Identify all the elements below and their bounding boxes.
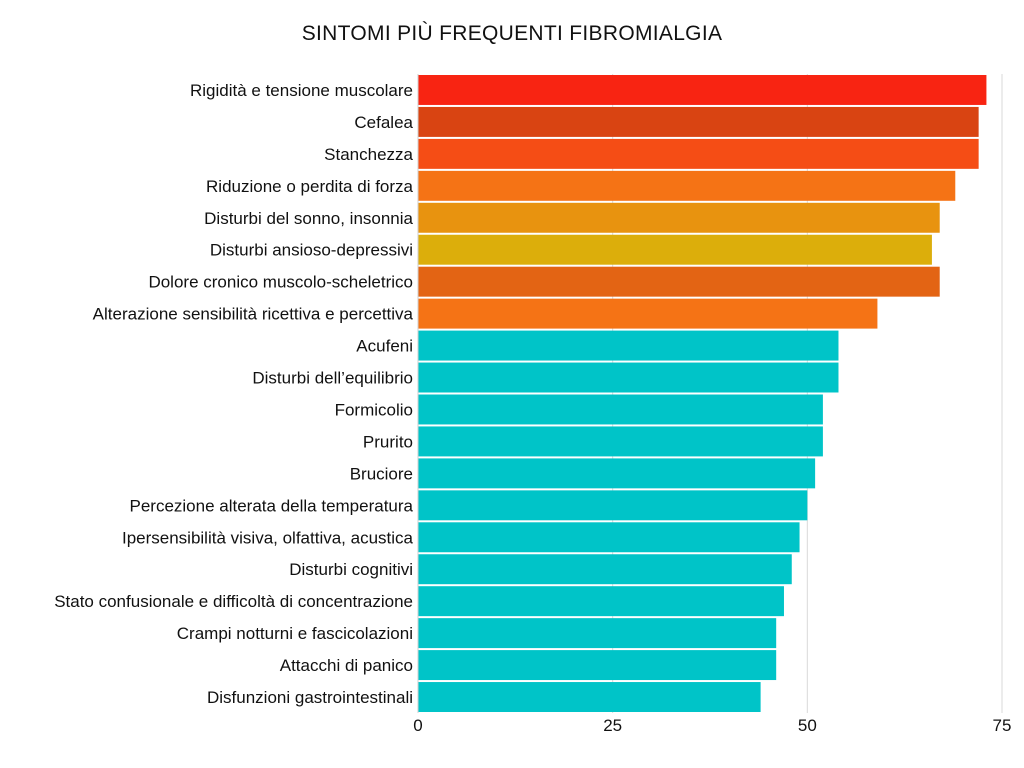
- category-label: Cefalea: [354, 113, 413, 132]
- category-label: Disturbi dell’equilibrio: [252, 369, 413, 388]
- category-label: Ipersensibilità visiva, olfattiva, acust…: [122, 528, 414, 547]
- chart-title: SINTOMI PIÙ FREQUENTI FIBROMIALGIA: [301, 22, 723, 45]
- category-label: Dolore cronico muscolo-scheletrico: [148, 273, 413, 292]
- category-label: Formicolio: [335, 400, 413, 419]
- bar: [418, 458, 816, 489]
- x-tick-label: 50: [798, 716, 817, 735]
- bar: [418, 266, 940, 297]
- category-label: Prurito: [363, 432, 413, 451]
- category-label: Disturbi del sonno, insonnia: [204, 209, 413, 228]
- bar: [418, 426, 823, 457]
- x-tick-label: 75: [993, 716, 1012, 735]
- bar: [418, 394, 823, 425]
- x-tick-label: 0: [413, 716, 422, 735]
- bar: [418, 650, 777, 681]
- bar: [418, 586, 784, 617]
- bar: [418, 202, 940, 233]
- bar: [418, 75, 987, 105]
- category-label: Disturbi ansioso-depressivi: [210, 241, 413, 260]
- category-label: Riduzione o perdita di forza: [206, 177, 414, 196]
- category-label: Stanchezza: [324, 145, 413, 164]
- bar: [418, 234, 932, 265]
- bar: [418, 362, 839, 393]
- x-tick-label: 25: [603, 716, 622, 735]
- bar: [418, 170, 956, 201]
- category-label: Percezione alterata della temperatura: [130, 496, 414, 515]
- category-label: Crampi notturni e fascicolazioni: [177, 624, 413, 643]
- category-label: Attacchi di panico: [280, 656, 413, 675]
- category-label: Acufeni: [356, 337, 413, 356]
- bar: [418, 106, 979, 137]
- bar: [418, 490, 808, 521]
- category-label: Disfunzioni gastrointestinali: [207, 688, 413, 707]
- bar: [418, 298, 878, 329]
- bar: [418, 682, 761, 712]
- category-label: Rigidità e tensione muscolare: [190, 81, 413, 100]
- category-label: Bruciore: [350, 464, 413, 483]
- bar: [418, 618, 777, 649]
- category-label: Disturbi cognitivi: [289, 560, 413, 579]
- bar: [418, 330, 839, 361]
- category-label: Alterazione sensibilità ricettiva e perc…: [93, 305, 414, 324]
- bar: [418, 138, 979, 169]
- bar: [418, 554, 792, 585]
- bar: [418, 522, 800, 553]
- category-label: Stato confusionale e difficoltà di conce…: [54, 592, 413, 611]
